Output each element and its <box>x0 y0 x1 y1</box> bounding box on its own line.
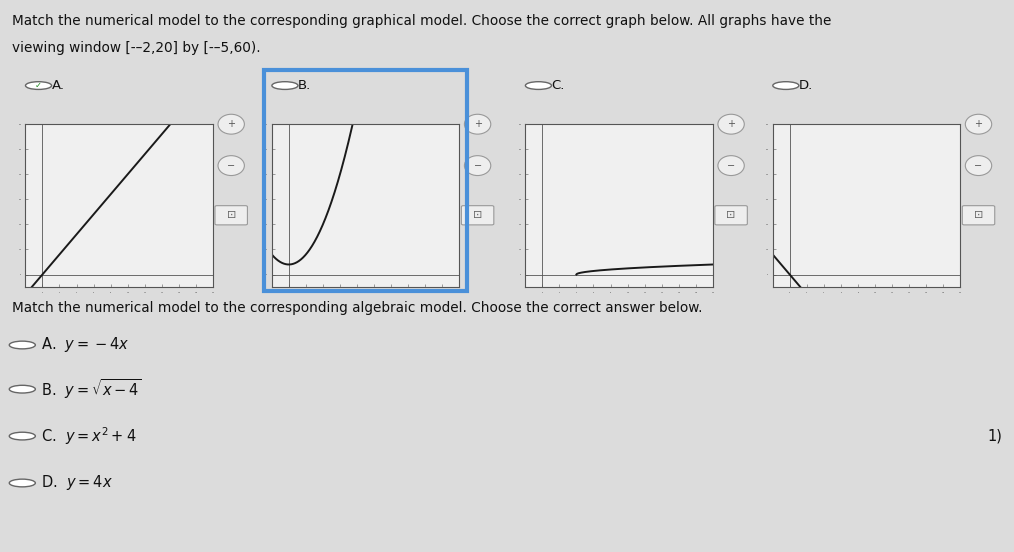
Text: viewing window [-–2,20] by [-–5,60).: viewing window [-–2,20] by [-–5,60). <box>12 41 261 55</box>
Text: −: − <box>727 161 735 171</box>
Text: +: + <box>227 119 235 129</box>
Text: ✓: ✓ <box>35 81 42 90</box>
Text: Match the numerical model to the corresponding graphical model. Choose the corre: Match the numerical model to the corresp… <box>12 14 831 28</box>
Text: Match the numerical model to the corresponding algebraic model. Choose the corre: Match the numerical model to the corresp… <box>12 301 703 315</box>
Text: B.  $y = \sqrt{x-4}$: B. $y = \sqrt{x-4}$ <box>41 377 142 401</box>
Text: A.  $y = -4x$: A. $y = -4x$ <box>41 336 129 354</box>
Text: C.: C. <box>552 79 565 92</box>
Text: +: + <box>974 119 983 129</box>
Text: ⊡: ⊡ <box>973 210 984 220</box>
Text: A.: A. <box>52 79 65 92</box>
Text: D.: D. <box>799 79 813 92</box>
Text: +: + <box>474 119 482 129</box>
Text: ⊡: ⊡ <box>473 210 483 220</box>
Text: 1): 1) <box>987 428 1002 444</box>
Text: −: − <box>227 161 235 171</box>
Text: D.  $y = 4x$: D. $y = 4x$ <box>41 474 113 492</box>
Text: −: − <box>474 161 482 171</box>
Text: B.: B. <box>298 79 311 92</box>
Text: +: + <box>727 119 735 129</box>
Text: ⊡: ⊡ <box>726 210 736 220</box>
Text: −: − <box>974 161 983 171</box>
Text: ⊡: ⊡ <box>226 210 236 220</box>
Text: C.  $y = x^2 + 4$: C. $y = x^2 + 4$ <box>41 425 136 447</box>
